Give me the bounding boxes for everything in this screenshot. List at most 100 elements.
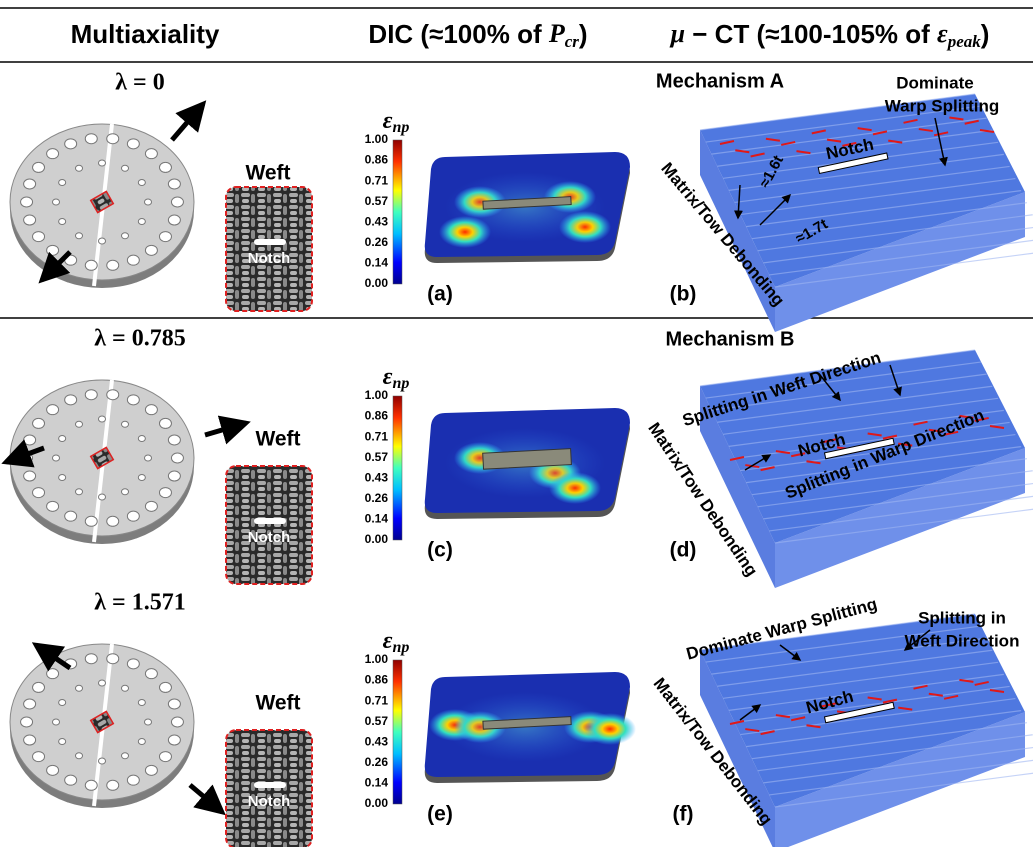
header-text: Multiaxiality bbox=[71, 19, 220, 49]
header-symbol: P bbox=[548, 19, 566, 48]
disk-hole bbox=[171, 717, 183, 727]
disk-hole bbox=[99, 758, 106, 764]
disk-hole bbox=[59, 436, 66, 442]
colorbar-tick-label: 1.00 bbox=[365, 652, 389, 666]
panel-letter: (d) bbox=[670, 539, 697, 562]
annotation: Weft Direction bbox=[905, 631, 1020, 650]
colorbar-tick-label: 0.43 bbox=[365, 734, 389, 748]
colorbar-tick-label: 0.26 bbox=[365, 491, 389, 505]
disk-hole bbox=[21, 197, 33, 207]
disk-hole bbox=[99, 680, 106, 686]
disk-hole bbox=[145, 455, 152, 461]
disk-hole bbox=[99, 160, 106, 166]
disk-hole bbox=[85, 134, 97, 144]
disk-hole bbox=[85, 780, 97, 790]
disk-hole bbox=[99, 416, 106, 422]
colorbar-tick-label: 0.71 bbox=[365, 173, 389, 187]
disk-hole bbox=[127, 255, 139, 265]
row: λ = 1.571WeftNotchεnp1.000.860.710.570.4… bbox=[10, 590, 1033, 847]
disk-hole bbox=[159, 418, 171, 428]
notch-bar bbox=[254, 782, 286, 788]
column-header: DIC (≈100% of Pcr) bbox=[368, 19, 587, 51]
disk-hole bbox=[59, 700, 66, 706]
panel-letter: (c) bbox=[427, 539, 453, 562]
disk-hole bbox=[33, 752, 45, 762]
lambda-label: λ = 0 bbox=[115, 70, 164, 96]
disk-hole bbox=[138, 739, 145, 745]
disk-hole bbox=[107, 260, 119, 270]
colorbar-tick-label: 0.14 bbox=[365, 512, 389, 526]
disk-hole bbox=[53, 199, 60, 205]
panel-letter: (f) bbox=[673, 803, 694, 826]
header-subscript: cr bbox=[565, 32, 580, 51]
disk-hole bbox=[159, 752, 171, 762]
colorbar-tick-label: 0.71 bbox=[365, 429, 389, 443]
annotation: Warp Splitting bbox=[885, 96, 1000, 115]
header-suffix: ) bbox=[981, 19, 990, 49]
disk-hole bbox=[65, 395, 77, 405]
column-header: Multiaxiality bbox=[71, 19, 220, 49]
disk-hole bbox=[138, 180, 145, 186]
row: λ = 0.785WeftNotchεnp1.000.860.710.570.4… bbox=[6, 326, 1033, 589]
disk-hole bbox=[168, 215, 180, 225]
disk-hole bbox=[171, 453, 183, 463]
disk-hole bbox=[168, 179, 180, 189]
disk-hole bbox=[171, 197, 183, 207]
annotation: Mechanism A bbox=[656, 70, 784, 92]
disk-hole bbox=[76, 489, 83, 495]
disk-hole bbox=[168, 735, 180, 745]
disk-hole bbox=[59, 180, 66, 186]
disk-hole bbox=[65, 775, 77, 785]
disk-hole bbox=[85, 516, 97, 526]
disk-hole bbox=[127, 659, 139, 669]
header-suffix: ) bbox=[579, 19, 588, 49]
disk-hole bbox=[145, 199, 152, 205]
colorbar-tick-label: 0.57 bbox=[365, 714, 389, 728]
disk-hole bbox=[47, 501, 59, 511]
colorbar bbox=[393, 660, 402, 804]
rows: λ = 0WeftNotchεnp1.000.860.710.570.430.2… bbox=[6, 70, 1033, 847]
disk-hole bbox=[47, 765, 59, 775]
disk-hole bbox=[59, 219, 66, 225]
colorbar-tick-label: 0.86 bbox=[365, 153, 389, 167]
colorbar-tick-label: 0.43 bbox=[365, 214, 389, 228]
disk-hole bbox=[127, 775, 139, 785]
disk-hole bbox=[76, 233, 83, 239]
disk-hole bbox=[145, 245, 157, 255]
header-symbol2: ε bbox=[937, 19, 948, 48]
disk-hole bbox=[138, 700, 145, 706]
colorbar-subscript: np bbox=[392, 375, 409, 392]
figure: λ = 0 Weft Notch ε np 1.00 0.86 0.71 0.57 0.43 0.2… bbox=[0, 0, 1033, 847]
disk-hole bbox=[33, 418, 45, 428]
disk-hole bbox=[24, 735, 36, 745]
notch-label: Notch bbox=[248, 529, 291, 546]
disk-hole bbox=[99, 494, 106, 500]
disk-hole bbox=[47, 149, 59, 159]
load-arrow bbox=[205, 423, 246, 435]
colorbar-tick-label: 0.86 bbox=[365, 673, 389, 687]
weave-label: Weft bbox=[255, 692, 300, 715]
disk-hole bbox=[107, 134, 119, 144]
disk-hole bbox=[65, 139, 77, 149]
disk-hole bbox=[33, 488, 45, 498]
disk-hole bbox=[168, 435, 180, 445]
disk-hole bbox=[122, 233, 129, 239]
load-arrow bbox=[190, 785, 222, 812]
disk-hole bbox=[99, 238, 106, 244]
disk-hole bbox=[145, 765, 157, 775]
disk-hole bbox=[24, 471, 36, 481]
disk-hole bbox=[145, 719, 152, 725]
disk-hole bbox=[59, 475, 66, 481]
row: λ = 0WeftNotchεnp1.000.860.710.570.430.2… bbox=[10, 70, 1033, 333]
disk-hole bbox=[59, 739, 66, 745]
weave-image bbox=[226, 466, 312, 584]
annotation: Splitting in bbox=[918, 608, 1006, 627]
annotation: Mechanism B bbox=[666, 328, 795, 350]
lambda-label: λ = 0.785 bbox=[94, 326, 185, 352]
disk-hole bbox=[159, 162, 171, 172]
colorbar-tick-label: 0.26 bbox=[365, 755, 389, 769]
disk-hole bbox=[47, 405, 59, 415]
weave-label: Weft bbox=[245, 162, 290, 185]
panel-letter: (b) bbox=[670, 283, 697, 306]
header-symbol: μ bbox=[669, 19, 685, 48]
